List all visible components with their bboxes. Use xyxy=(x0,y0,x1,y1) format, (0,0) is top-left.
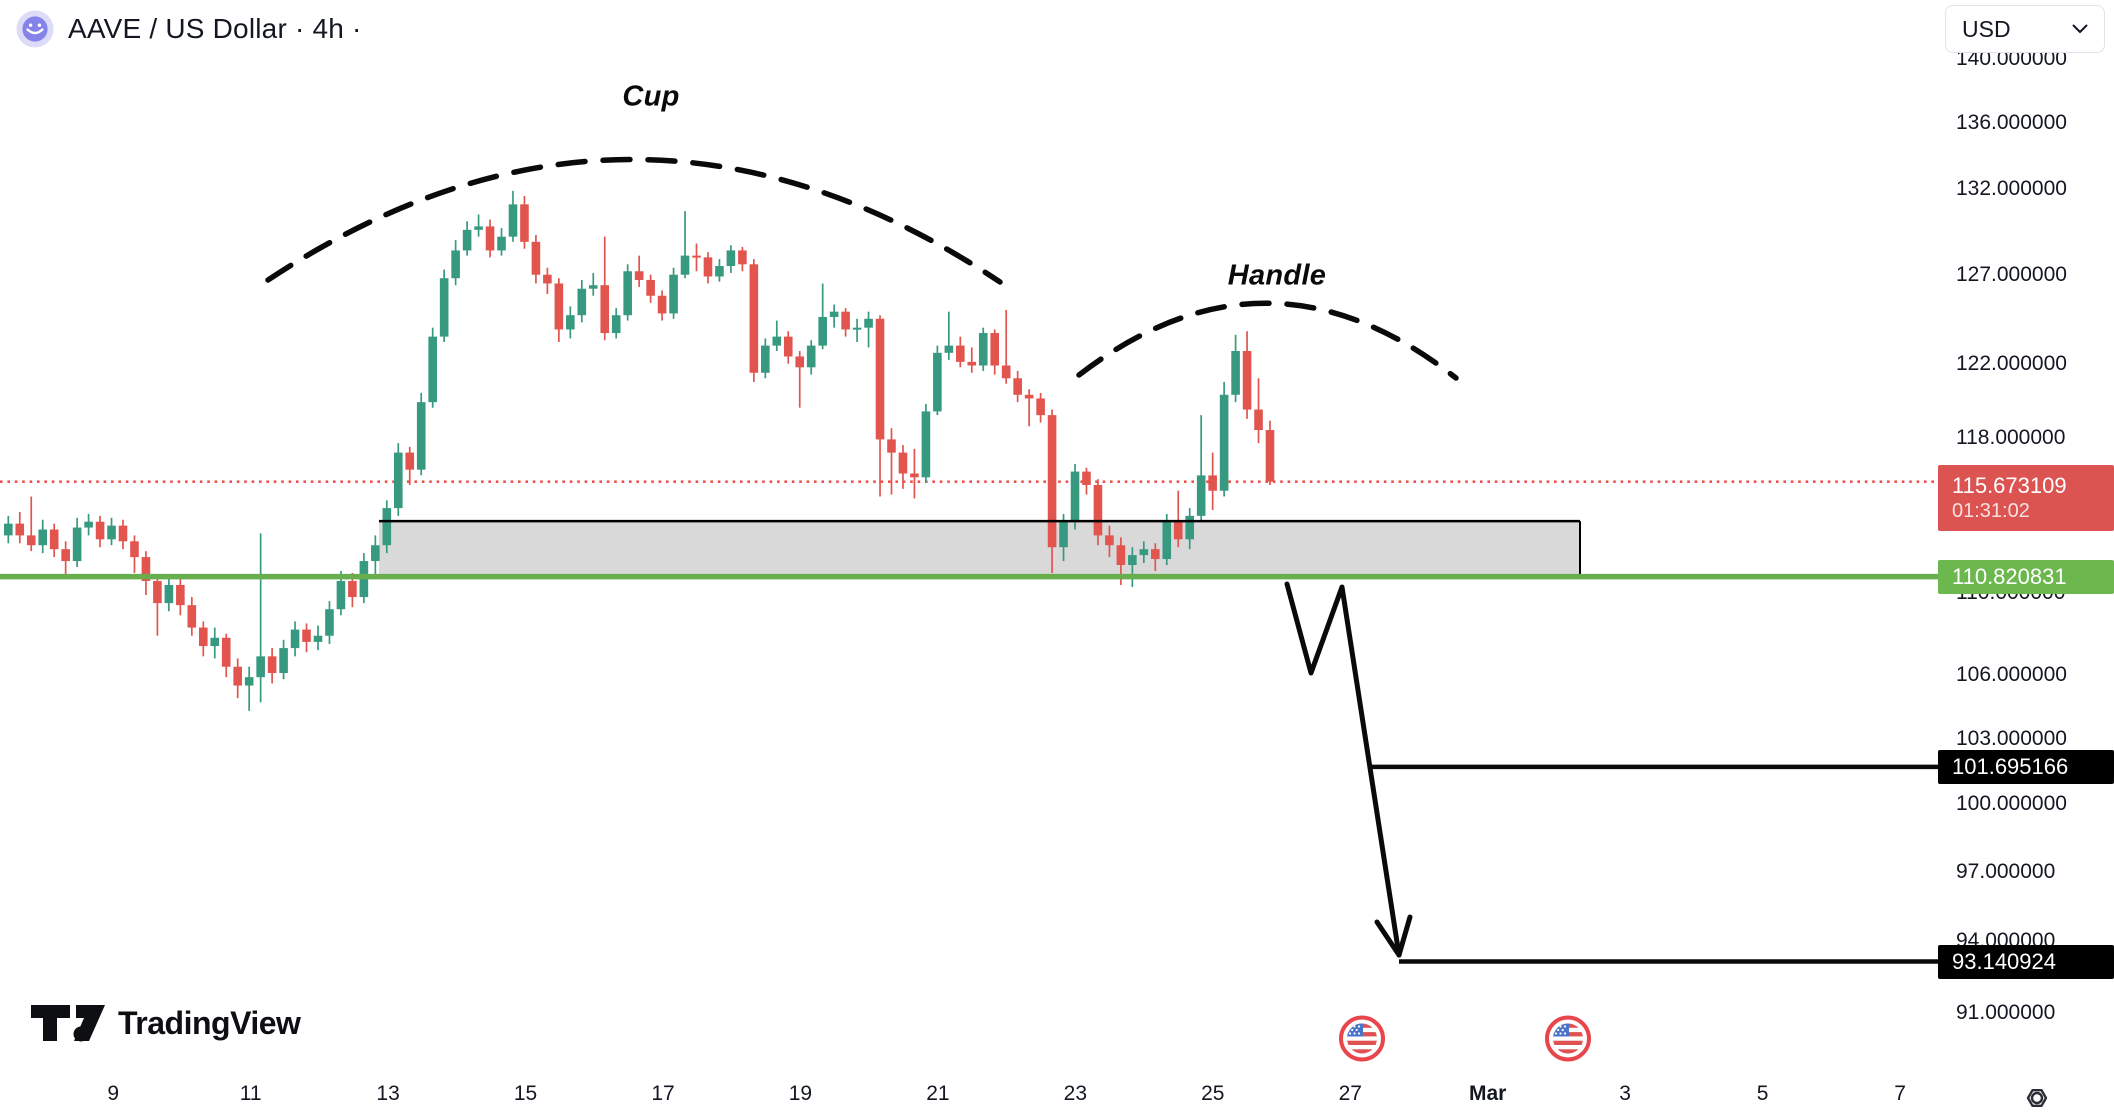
time-tick-label: 19 xyxy=(788,1082,813,1105)
price-tick-label: 97.000000 xyxy=(1956,859,2056,883)
tradingview-logo-icon xyxy=(31,1005,105,1042)
time-tick-label: Mar xyxy=(1469,1082,1507,1105)
time-axis[interactable]: 9 11 13 15 17 19 21 23 25 27 Mar 3 5 7 xyxy=(0,1068,2114,1120)
symbol-title[interactable]: AAVE / US Dollar · 4h · xyxy=(68,13,362,44)
cup-arc[interactable] xyxy=(265,156,1003,285)
us-economic-event-flag-icon[interactable] xyxy=(1339,1015,1385,1067)
support-price-badge: 110.820831 xyxy=(1938,559,2114,594)
symbol-header[interactable]: AAVE / US Dollar · 4h · xyxy=(16,10,362,48)
time-tick-label: 15 xyxy=(513,1082,538,1105)
tradingview-logo-text: TradingView xyxy=(118,1004,301,1041)
time-tick-label: 7 xyxy=(1894,1082,1906,1105)
target-price-badge: 101.695166 xyxy=(1938,749,2114,784)
handle-pattern-label[interactable]: Handle xyxy=(1227,259,1327,292)
time-tick-label: 3 xyxy=(1619,1082,1631,1105)
time-tick-label: 13 xyxy=(376,1082,400,1105)
price-tick-label: 91.000000 xyxy=(1956,1001,2056,1025)
time-tick-label: 25 xyxy=(1201,1082,1225,1105)
chevron-down-icon xyxy=(2072,24,2088,33)
price-tick-label: 136.000000 xyxy=(1956,111,2067,135)
last-price-badge: 115.673109 01:31:02 xyxy=(1938,464,2114,531)
price-tick-label: 127.000000 xyxy=(1956,262,2067,286)
aave-logo-icon xyxy=(16,10,54,48)
time-tick-label: 21 xyxy=(926,1082,950,1105)
price-tick-label: 103.000000 xyxy=(1956,726,2067,750)
tradingview-logo[interactable]: TradingView xyxy=(30,1003,301,1043)
currency-selector[interactable]: USD xyxy=(1945,5,2105,53)
time-tick-label: 17 xyxy=(651,1082,675,1105)
time-tick-label: 5 xyxy=(1756,1082,1769,1105)
supply-zone[interactable] xyxy=(379,521,1580,575)
target-price-badge: 93.140924 xyxy=(1938,944,2114,979)
candlestick-series xyxy=(4,190,1275,711)
time-tick-label: 27 xyxy=(1338,1082,1362,1105)
axis-settings-icon[interactable] xyxy=(2014,1082,2058,1114)
us-economic-event-flag-icon[interactable] xyxy=(1545,1015,1591,1067)
price-tick-label: 132.000000 xyxy=(1956,177,2067,201)
price-tick-label: 122.000000 xyxy=(1956,351,2067,375)
price-tick-label: 118.000000 xyxy=(1956,425,2066,449)
breakdown-projection-arrow[interactable] xyxy=(1284,581,1413,958)
price-tick-label: 100.000000 xyxy=(1956,792,2067,816)
cup-pattern-label[interactable]: Cup xyxy=(622,80,680,113)
time-tick-label: 9 xyxy=(107,1082,120,1105)
time-tick-label: 11 xyxy=(239,1082,262,1105)
time-tick-label: 23 xyxy=(1063,1082,1088,1105)
price-tick-label: 106.000000 xyxy=(1956,663,2067,687)
handle-arc[interactable] xyxy=(1076,300,1459,381)
currency-selector-value: USD xyxy=(1962,15,2011,42)
price-axis[interactable]: 140.000000 136.000000 132.000000 127.000000… xyxy=(1938,0,2114,1120)
